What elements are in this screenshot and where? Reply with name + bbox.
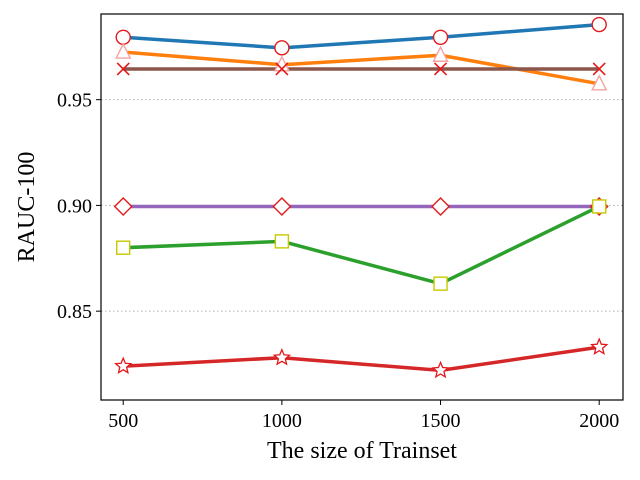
x-axis-title: The size of Trainset xyxy=(267,438,457,464)
series-group xyxy=(123,22,600,373)
series-line-red-star xyxy=(123,345,600,373)
data-point-red-star xyxy=(113,356,133,374)
data-point-brown-x xyxy=(116,62,130,76)
x-axis-ticks: 500 1000 1500 2000 xyxy=(108,400,619,432)
data-point-brown-x xyxy=(433,62,448,76)
data-point-purple-diamond xyxy=(113,196,133,216)
data-point-orange-triangle xyxy=(591,74,608,91)
series-line-green-square xyxy=(123,204,600,286)
y-tick-label: 0.90 xyxy=(57,195,92,217)
data-point-purple-diamond xyxy=(272,196,292,216)
data-point-brown-x xyxy=(275,62,289,76)
y-tick-label: 0.85 xyxy=(57,301,92,323)
data-point-red-star xyxy=(272,348,292,366)
series-line-blue-circle xyxy=(123,22,600,50)
x-tick-label: 1000 xyxy=(262,410,302,432)
plot-area-frame xyxy=(100,13,624,401)
data-point-blue-circle xyxy=(274,40,290,56)
data-point-blue-circle xyxy=(432,29,449,45)
data-point-blue-circle xyxy=(591,16,607,33)
data-point-orange-triangle xyxy=(432,45,449,62)
x-tick-label: 2000 xyxy=(579,410,619,432)
data-point-orange-triangle xyxy=(273,55,291,72)
data-point-green-square xyxy=(433,276,448,291)
data-point-red-star xyxy=(431,360,450,379)
data-point-green-square xyxy=(274,234,290,249)
data-point-orange-triangle xyxy=(115,42,132,59)
markers-group xyxy=(113,16,609,379)
data-point-purple-diamond xyxy=(431,196,451,216)
y-axis-ticks: 0.85 0.90 0.95 xyxy=(57,90,101,323)
data-point-blue-circle xyxy=(115,29,131,45)
x-tick-label: 1500 xyxy=(421,410,461,432)
data-point-green-square xyxy=(116,240,131,255)
data-point-brown-x xyxy=(592,62,606,76)
y-axis-title: RAUC-100 xyxy=(14,152,40,263)
x-tick-label: 500 xyxy=(108,410,138,432)
data-point-green-square xyxy=(592,199,607,214)
data-point-red-star xyxy=(589,337,609,355)
y-tick-label: 0.95 xyxy=(57,90,92,112)
